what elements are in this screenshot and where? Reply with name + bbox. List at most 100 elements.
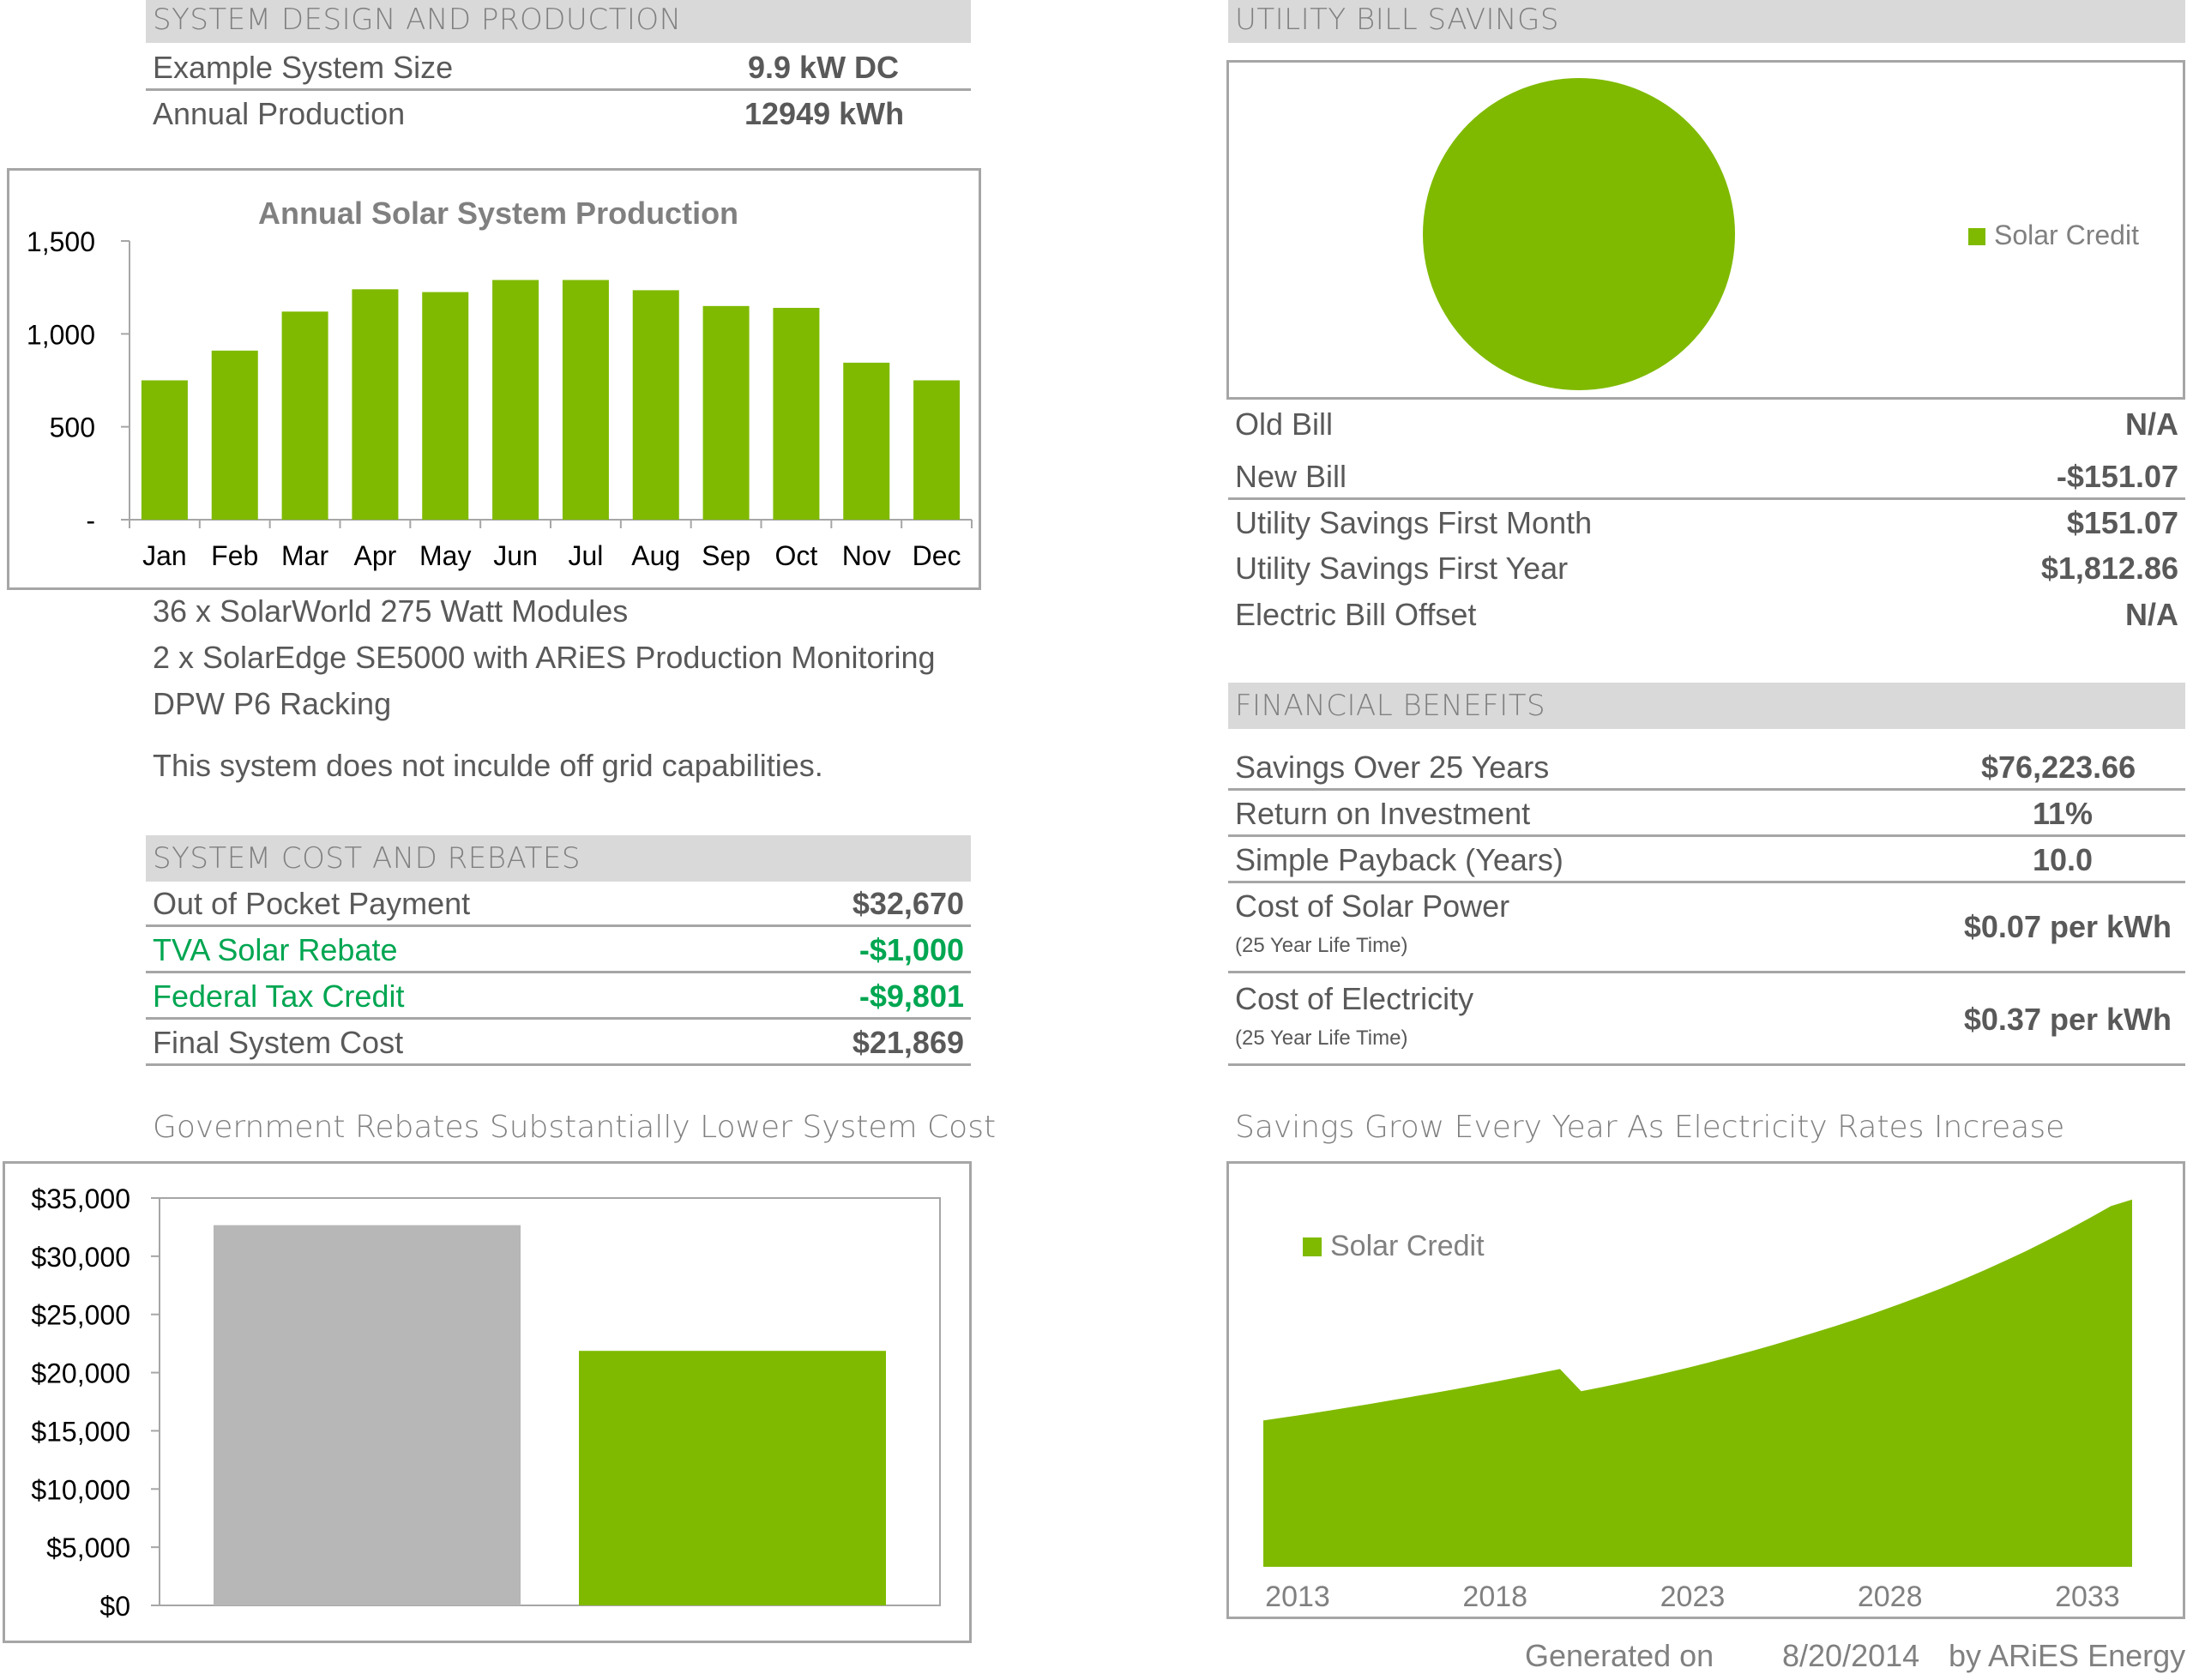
utility-row-old-bill: Old Bill N/A xyxy=(1228,401,2185,448)
production-x-label-oct: Oct xyxy=(775,540,818,571)
production-bar-jan xyxy=(141,380,188,520)
production-x-label-aug: Aug xyxy=(631,540,680,571)
savings-area-solar-credit xyxy=(1263,1199,2132,1567)
financial-value-roi: 11% xyxy=(2033,796,2094,831)
rebate-y-tick-label: $35,000 xyxy=(31,1183,130,1214)
equipment-line-modules: 36 x SolarWorld 275 Watt Modules xyxy=(153,593,629,629)
production-x-label-sep: Sep xyxy=(702,540,750,571)
utility-value-first-year: $1,812.86 xyxy=(2040,551,2178,586)
utility-value-old-bill: N/A xyxy=(2125,406,2178,442)
cost-value-federal-credit: -$9,801 xyxy=(859,978,964,1014)
system-size-label: Example System Size xyxy=(153,50,454,85)
savings-x-label-2013: 2013 xyxy=(1265,1581,1330,1613)
rebate-y-tick-label: $0 xyxy=(99,1591,130,1622)
financial-row-payback: Simple Payback (Years) 10.0 xyxy=(1228,837,2185,883)
production-y-tick-label: - xyxy=(86,505,95,536)
cost-value-final: $21,869 xyxy=(852,1025,964,1060)
financial-row-savings: Savings Over 25 Years $76,223.66 xyxy=(1228,744,2185,791)
cost-row-tva-rebate: TVA Solar Rebate -$1,000 xyxy=(146,927,971,973)
production-y-tick-label: 1,000 xyxy=(27,319,95,350)
financial-label-roi: Return on Investment xyxy=(1235,796,1531,831)
production-bar-aug xyxy=(632,290,679,520)
savings-legend-swatch xyxy=(1303,1237,1322,1256)
utility-value-new-bill: -$151.07 xyxy=(2056,459,2178,494)
equipment-line-inverters: 2 x SolarEdge SE5000 with ARiES Producti… xyxy=(153,640,936,675)
footer-date: 8/20/2014 xyxy=(1782,1638,1920,1673)
utility-label-old-bill: Old Bill xyxy=(1235,406,1334,442)
financial-sub-electricity-cost: (25 Year Life Time) xyxy=(1235,1027,1408,1050)
production-bar-apr xyxy=(352,289,399,520)
financial-value-savings: $76,223.66 xyxy=(1981,750,2136,785)
cost-label-federal-credit: Federal Tax Credit xyxy=(153,978,405,1014)
financial-label-savings: Savings Over 25 Years xyxy=(1235,750,1550,785)
cost-value-out-of-pocket: $32,670 xyxy=(852,886,964,921)
production-x-label-jul: Jul xyxy=(568,540,603,571)
utility-label-new-bill: New Bill xyxy=(1235,459,1347,494)
utility-label-first-year: Utility Savings First Year xyxy=(1235,551,1569,586)
production-bar-nov xyxy=(843,362,890,520)
utility-row-bill-offset: Electric Bill Offset N/A xyxy=(1228,592,2185,638)
system-size-value: 9.9 kW DC xyxy=(748,50,900,85)
production-bar-jun xyxy=(492,280,539,520)
annual-production-row: Annual Production 12949 kWh xyxy=(146,91,971,137)
savings-x-label-2018: 2018 xyxy=(1462,1581,1527,1613)
rebate-chart-box: $0 $5,000 $10,000 $15,000 $20,000 $25,000 $30,… xyxy=(3,1161,972,1643)
production-x-label-dec: Dec xyxy=(913,540,961,571)
savings-chart-title: Savings Grow Every Year As Electricity R… xyxy=(1235,1110,2065,1145)
savings-chart-box: Solar Credit 2013 2018 2023 2028 2033 xyxy=(1226,1161,2185,1619)
footer-by: by ARiES Energy xyxy=(1949,1638,2186,1673)
financial-value-solar-cost: $0.07 per kWh xyxy=(1963,909,2172,944)
rebate-y-tick-label: $15,000 xyxy=(31,1416,130,1447)
savings-legend-label: Solar Credit xyxy=(1330,1230,1485,1262)
production-bar-jul xyxy=(562,280,609,520)
savings-x-label-2033: 2033 xyxy=(2055,1581,2120,1613)
utility-row-first-month: Utility Savings First Month $151.07 xyxy=(1228,500,2185,546)
production-chart-box: Annual Solar System Production - 500 1,000 1… xyxy=(7,168,981,590)
production-x-label-jun: Jun xyxy=(493,540,538,571)
rebate-y-tick-label: $5,000 xyxy=(46,1532,130,1563)
rebate-y-tick-label: $10,000 xyxy=(31,1474,130,1505)
financial-label-electricity-cost: Cost of Electricity xyxy=(1235,981,1474,1016)
system-cost-header: SYSTEM COST AND REBATES xyxy=(146,835,971,882)
production-chart-title: Annual Solar System Production xyxy=(258,196,738,231)
savings-x-label-2028: 2028 xyxy=(1858,1581,1923,1613)
production-bar-may xyxy=(422,292,469,520)
production-x-label-may: May xyxy=(419,540,471,571)
system-size-row: Example System Size 9.9 kW DC xyxy=(146,45,971,91)
utility-value-bill-offset: N/A xyxy=(2125,597,2178,632)
production-bar-sep xyxy=(702,305,750,520)
rebate-y-tick-label: $25,000 xyxy=(31,1300,130,1331)
utility-row-first-year: Utility Savings First Year $1,812.86 xyxy=(1228,545,2185,592)
rebate-bar-before xyxy=(214,1225,521,1605)
rebate-y-tick-label: $30,000 xyxy=(31,1242,130,1273)
production-bar-oct xyxy=(773,308,820,520)
production-chart: Annual Solar System Production - 500 1,000 1… xyxy=(27,196,973,571)
production-y-tick-label: 500 xyxy=(50,412,95,443)
financial-row-solar-cost: Cost of Solar Power (25 Year Life Time) … xyxy=(1228,883,2185,973)
cost-row-federal-credit: Federal Tax Credit -$9,801 xyxy=(146,973,971,1020)
financial-label-payback: Simple Payback (Years) xyxy=(1235,842,1563,877)
production-x-label-nov: Nov xyxy=(842,540,891,571)
utility-label-first-month: Utility Savings First Month xyxy=(1235,505,1593,540)
utility-pie-chart: Solar Credit xyxy=(1423,78,2139,390)
cost-row-out-of-pocket: Out of Pocket Payment $32,670 xyxy=(146,881,971,927)
rebate-chart-title: Government Rebates Substantially Lower S… xyxy=(153,1110,997,1145)
production-y-tick-label: 1,500 xyxy=(27,226,95,257)
utility-label-bill-offset: Electric Bill Offset xyxy=(1235,597,1477,632)
production-bar-dec xyxy=(913,380,961,520)
utility-value-first-month: $151.07 xyxy=(2066,505,2178,540)
off-grid-note: This system does not inculde off grid ca… xyxy=(153,748,823,783)
equipment-line-racking: DPW P6 Racking xyxy=(153,686,392,721)
production-x-label-apr: Apr xyxy=(354,540,397,571)
production-x-label-jan: Jan xyxy=(142,540,187,571)
savings-area-chart: Solar Credit 2013 2018 2023 2028 2033 xyxy=(1263,1199,2132,1613)
pie-slice-solar-credit xyxy=(1423,78,1735,390)
rebate-chart: $0 $5,000 $10,000 $15,000 $20,000 $25,000 $30,… xyxy=(31,1183,941,1622)
rebate-y-tick-label: $20,000 xyxy=(31,1358,130,1389)
annual-production-value: 12949 kWh xyxy=(744,96,905,131)
footer-generated-label: Generated on xyxy=(1525,1638,1714,1673)
financial-value-payback: 10.0 xyxy=(2033,842,2094,877)
production-x-label-feb: Feb xyxy=(211,540,258,571)
financial-value-electricity-cost: $0.37 per kWh xyxy=(1963,1002,2172,1037)
annual-production-label: Annual Production xyxy=(153,96,406,131)
